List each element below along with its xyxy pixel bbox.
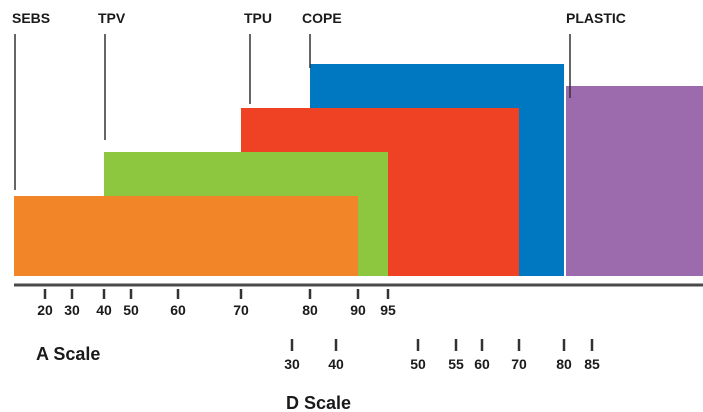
a-scale-title: A Scale [36,344,100,364]
d-scale-title: D Scale [286,393,351,412]
a-tick-label-50: 50 [123,302,139,318]
a-tick-label-80: 80 [302,302,318,318]
label-tpv: TPV [98,10,126,26]
d-tick-label-70: 70 [511,356,527,372]
label-tpu: TPU [244,10,272,26]
a-tick-label-30: 30 [64,302,80,318]
a-tick-label-70: 70 [233,302,249,318]
leader-lines-group [14,34,571,190]
d-tick-label-85: 85 [584,356,600,372]
bars-group [14,64,703,276]
d-scale-ticks: 30 40 50 55 60 70 80 85 [284,339,600,372]
a-tick-label-60: 60 [170,302,186,318]
d-tick-label-55: 55 [448,356,464,372]
a-tick-label-95: 95 [380,302,396,318]
a-tick-label-90: 90 [350,302,366,318]
d-tick-label-60: 60 [474,356,490,372]
d-tick-label-80: 80 [556,356,572,372]
d-tick-label-50: 50 [410,356,426,372]
series-labels-group: SEBS TPV TPU COPE PLASTIC [12,10,626,26]
label-sebs: SEBS [12,10,50,26]
label-plastic: PLASTIC [566,10,626,26]
bar-sebs [14,196,358,276]
a-tick-label-40: 40 [96,302,112,318]
bar-plastic [566,86,703,276]
a-tick-label-20: 20 [37,302,53,318]
d-tick-label-30: 30 [284,356,300,372]
label-cope: COPE [302,10,342,26]
d-tick-label-40: 40 [328,356,344,372]
a-scale-ticks: 20 30 40 50 60 70 80 90 95 [37,289,396,318]
